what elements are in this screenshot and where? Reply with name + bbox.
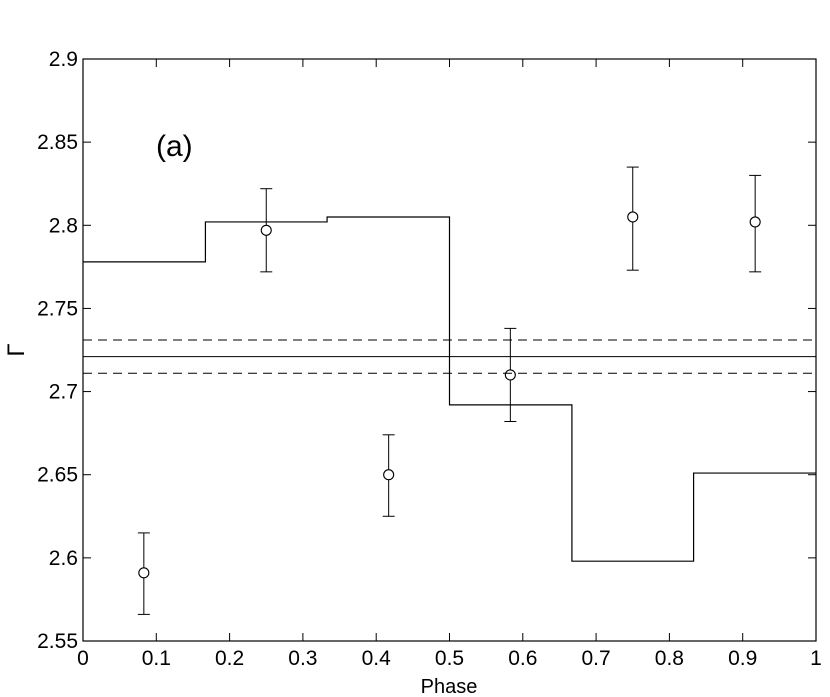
y-tick-label: 2.85: [37, 131, 78, 154]
y-tick-label: 2.9: [49, 48, 78, 71]
y-tick-label: 2.6: [49, 547, 78, 570]
x-tick-label: 0.8: [655, 647, 684, 670]
data-point: [627, 211, 639, 223]
x-tick-label: 0.9: [728, 647, 757, 670]
x-tick-label: 0: [77, 647, 89, 670]
data-point: [749, 216, 761, 228]
x-tick-label: 0.1: [142, 647, 171, 670]
y-tick-label: 2.8: [49, 214, 78, 237]
y-tick-label: 2.55: [37, 630, 78, 653]
x-axis-label: Phase: [421, 676, 478, 697]
x-tick-label: 0.6: [508, 647, 537, 670]
data-point: [260, 224, 272, 236]
annotation-label: (a): [156, 130, 193, 163]
x-tick-label: 0.5: [435, 647, 464, 670]
plot-area: 0 0.1 0.2 0.3 0.4 0.5 0.6 0.7 0.8 0.9 1 2.55 2.6 2.65…: [37, 48, 822, 670]
y-tick-label: 2.75: [37, 297, 78, 320]
x-tick-label: 1: [810, 647, 822, 670]
y-axis-label: Γ: [3, 343, 30, 356]
x-tick-label: 0.7: [581, 647, 610, 670]
x-tick-label: 0.3: [288, 647, 317, 670]
step-line: [83, 216, 816, 562]
x-tick-label: 0.4: [362, 647, 392, 670]
data-point: [138, 567, 150, 579]
data-point: [383, 469, 395, 481]
y-tick-label: 2.7: [49, 381, 78, 404]
y-tick-label: 2.65: [37, 464, 78, 487]
x-tick-label: 0.2: [215, 647, 244, 670]
data-point: [504, 369, 516, 381]
